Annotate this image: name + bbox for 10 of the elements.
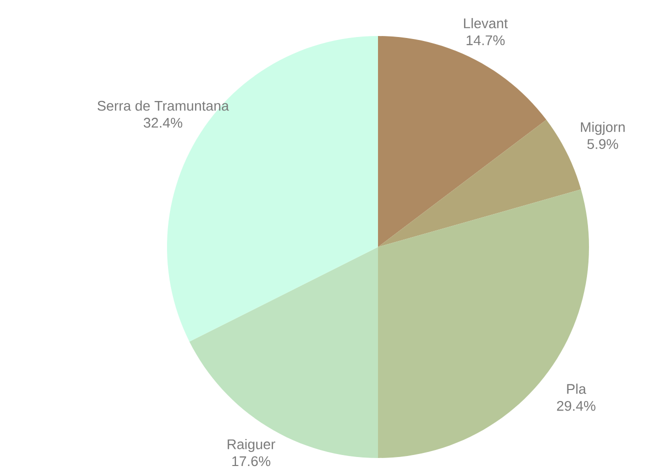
- slice-label: Raiguer: [228, 438, 276, 452]
- data-label: 17.6%: [232, 456, 270, 466]
- data-label: 14.7%: [466, 35, 505, 46]
- data-label: 29.4%: [557, 400, 596, 411]
- slice-label: Pla: [567, 384, 586, 394]
- slice-label: Llevant: [464, 18, 508, 28]
- data-label: 5.9%: [587, 139, 618, 150]
- slice-label: Serra de Tramuntana: [98, 100, 229, 111]
- slice-label: Migjorn: [580, 122, 625, 135]
- data-label: 32.4%: [144, 118, 182, 128]
